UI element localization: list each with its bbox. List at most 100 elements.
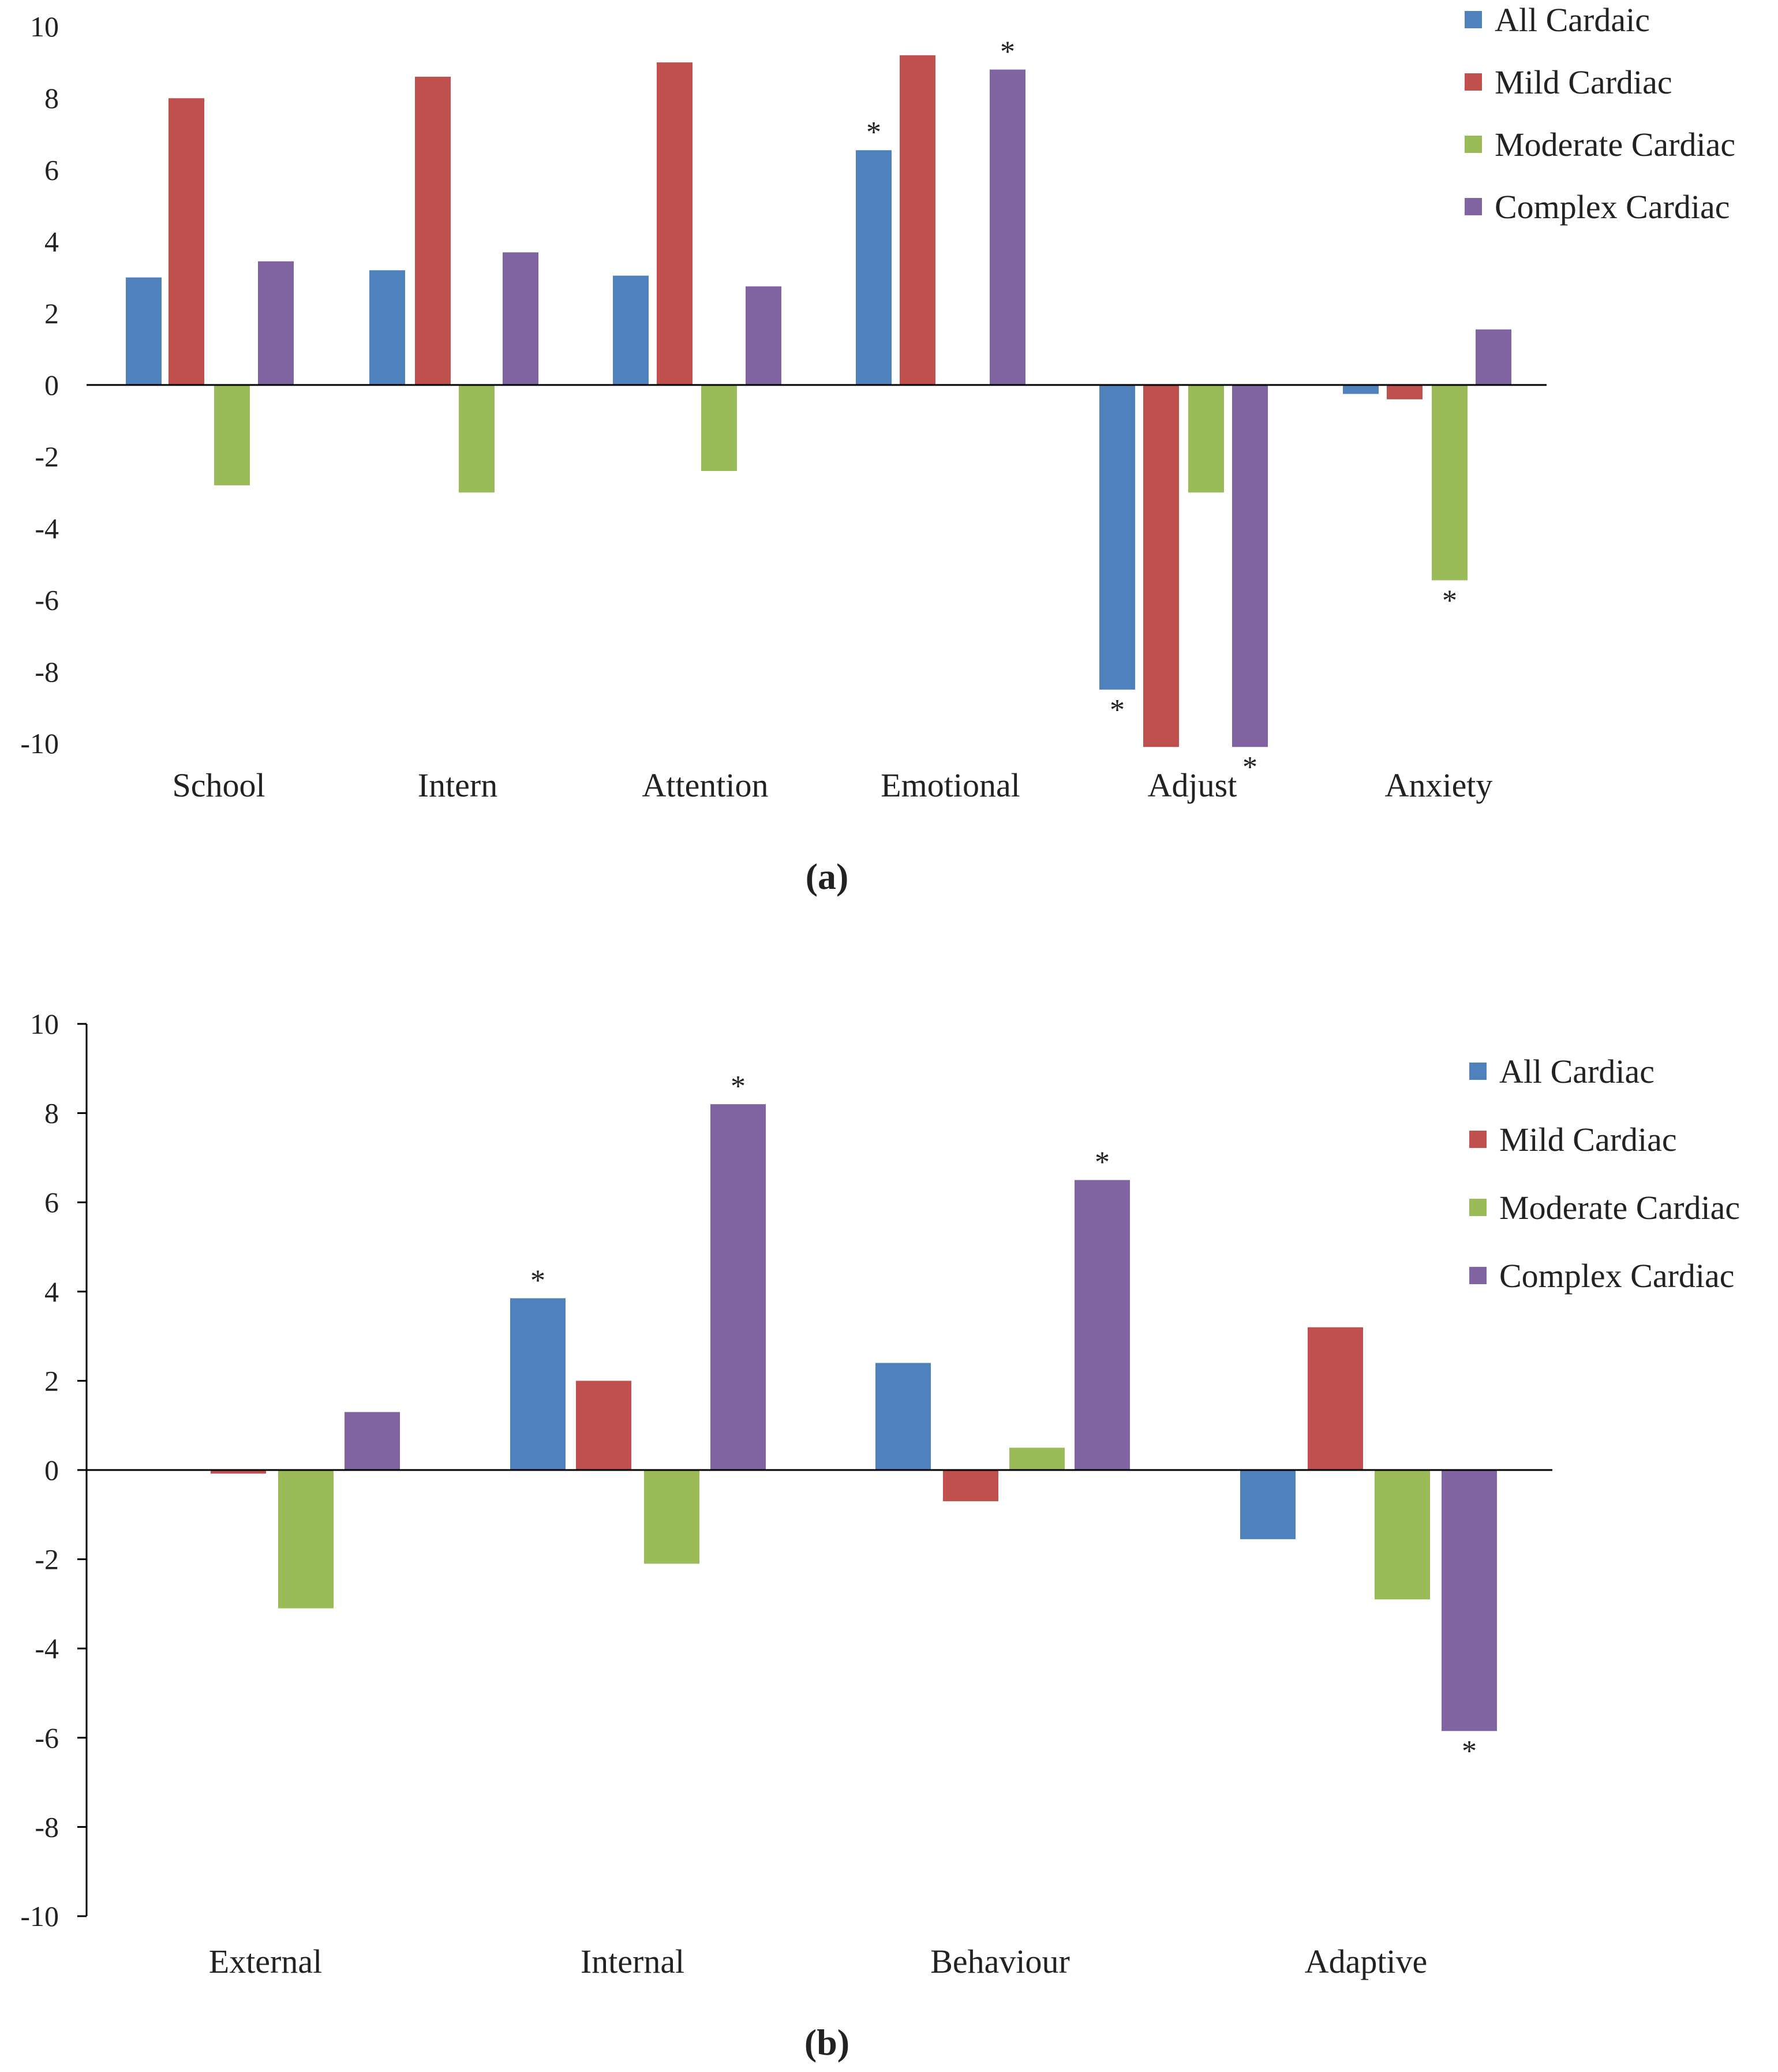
y-tick-label: 2: [44, 1364, 59, 1397]
significance-marker-adjust-complex-cardiac: *: [1242, 751, 1257, 784]
y-tick-label: 0: [44, 369, 59, 401]
bar-internal-complex-cardiac: [710, 1104, 766, 1470]
bar-external-mild-cardiac: [211, 1470, 266, 1474]
bar-emotional-complex-cardiac: [990, 69, 1025, 385]
bar-adjust-mild-cardiac: [1143, 385, 1179, 747]
bar-adjust-moderate-cardiac: [1188, 385, 1224, 493]
legend-label-all-cardaic: All Cardaic: [1495, 1, 1650, 39]
y-tick-label: -6: [35, 1722, 59, 1754]
bar-school-moderate-cardiac: [214, 385, 250, 485]
bar-anxiety-mild-cardiac: [1387, 385, 1423, 399]
category-label-attention: Attention: [642, 766, 768, 804]
bar-attention-moderate-cardiac: [701, 385, 737, 472]
y-tick-label: -6: [35, 584, 59, 616]
bar-behaviour-moderate-cardiac: [1009, 1448, 1065, 1470]
y-tick-label: -10: [20, 727, 59, 760]
bar-anxiety-all-cardaic: [1343, 385, 1379, 394]
y-tick-label: 0: [44, 1454, 59, 1486]
bar-internal-moderate-cardiac: [644, 1470, 699, 1564]
category-label-adjust: Adjust: [1148, 766, 1237, 804]
bar-adaptive-moderate-cardiac: [1375, 1470, 1430, 1600]
bar-anxiety-complex-cardiac: [1476, 329, 1511, 385]
legend-swatch-mild-cardiac: [1465, 73, 1482, 91]
bar-external-complex-cardiac: [345, 1412, 400, 1470]
category-label-internal: Internal: [581, 1943, 684, 1980]
bar-attention-mild-cardiac: [657, 62, 693, 386]
panel-label: (b): [804, 2022, 849, 2063]
bar-adaptive-mild-cardiac: [1308, 1327, 1363, 1470]
chart-panel-a: 10 8 6 4 2 0 -2 -4 -6 -8 -10 * * * * * School Intern Atten…: [20, 1, 1735, 897]
y-tick-label: -2: [35, 1543, 59, 1576]
significance-marker-behaviour-complex-cardiac: *: [1095, 1146, 1110, 1179]
category-label-external: External: [209, 1943, 322, 1980]
significance-marker-internal-complex-cardiac: *: [731, 1070, 746, 1103]
category-label-emotional: Emotional: [881, 766, 1020, 804]
y-tick-label: 6: [44, 154, 59, 186]
y-tick-label: 10: [30, 10, 59, 43]
bar-anxiety-moderate-cardiac: [1432, 385, 1468, 581]
legend-label-moderate-cardiac: Moderate Cardiac: [1499, 1189, 1740, 1226]
legend-swatch-all-cardaic: [1465, 11, 1482, 28]
y-tick-label: 4: [44, 226, 59, 258]
bar-behaviour-all-cardiac: [875, 1363, 931, 1470]
bar-emotional-mild-cardiac: [900, 55, 935, 386]
legend-label-mild-cardiac: Mild Cardiac: [1499, 1121, 1677, 1158]
y-tick-label: -8: [35, 656, 59, 688]
legend-swatch-complex-cardiac: [1465, 198, 1482, 215]
bar-intern-mild-cardiac: [415, 76, 451, 385]
category-label-school: School: [172, 766, 265, 804]
category-label-behaviour: Behaviour: [930, 1943, 1070, 1980]
y-tick-label: 6: [44, 1186, 59, 1218]
bar-intern-all-cardaic: [369, 270, 405, 385]
bar-school-all-cardaic: [126, 277, 162, 385]
bar-attention-all-cardaic: [613, 275, 649, 385]
legend-swatch-moderate-cardiac: [1469, 1199, 1487, 1216]
y-tick-label: -4: [35, 1632, 59, 1665]
y-tick-label: -8: [35, 1811, 59, 1843]
panel-label: (a): [806, 856, 849, 897]
bar-behaviour-mild-cardiac: [943, 1470, 998, 1502]
y-tick-label: -4: [35, 512, 59, 544]
significance-marker-emotional-all-cardaic: *: [866, 116, 881, 149]
y-tick-label: 8: [44, 1097, 59, 1129]
legend-swatch-all-cardiac: [1469, 1063, 1487, 1080]
legend-label-complex-cardiac: Complex Cardiac: [1495, 188, 1730, 226]
significance-marker-internal-all-cardiac: *: [530, 1264, 545, 1297]
bar-adjust-all-cardaic: [1099, 385, 1135, 690]
y-tick-label: 2: [44, 297, 59, 330]
significance-marker-anxiety-moderate-cardiac: *: [1442, 584, 1457, 617]
y-tick-label: 8: [44, 82, 59, 114]
legend-swatch-complex-cardiac: [1469, 1267, 1487, 1284]
y-tick-label: -2: [35, 440, 59, 473]
legend-label-complex-cardiac: Complex Cardiac: [1499, 1257, 1735, 1295]
bar-school-mild-cardiac: [169, 98, 204, 385]
bar-internal-mild-cardiac: [576, 1381, 631, 1470]
bar-external-moderate-cardiac: [278, 1470, 334, 1609]
legend-swatch-mild-cardiac: [1469, 1131, 1487, 1148]
bar-intern-moderate-cardiac: [459, 385, 495, 493]
significance-marker-adjust-all-cardaic: *: [1110, 694, 1125, 727]
bar-intern-complex-cardiac: [503, 252, 538, 385]
bar-emotional-all-cardaic: [856, 150, 892, 385]
legend-swatch-moderate-cardiac: [1465, 136, 1482, 153]
bar-internal-all-cardiac: [510, 1298, 566, 1470]
chart-panel-b: 10 8 6 4 2 0 -2 -4 -6 -8 -10 * * * * External Internal Be…: [20, 1008, 1740, 2063]
bar-school-complex-cardiac: [258, 261, 294, 385]
y-tick-label: -10: [20, 1900, 59, 1932]
category-label-intern: Intern: [418, 766, 498, 804]
y-tick-label: 4: [44, 1276, 59, 1308]
legend-label-moderate-cardiac: Moderate Cardiac: [1495, 126, 1735, 163]
bar-behaviour-complex-cardiac: [1075, 1180, 1130, 1470]
significance-marker-emotional-complex-cardiac: *: [1000, 36, 1015, 69]
bar-attention-complex-cardiac: [746, 286, 781, 385]
category-label-adaptive: Adaptive: [1305, 1943, 1428, 1980]
legend-label-all-cardiac: All Cardiac: [1499, 1053, 1655, 1090]
category-label-anxiety: Anxiety: [1385, 766, 1493, 804]
y-tick-label: 10: [30, 1008, 59, 1040]
bar-adaptive-complex-cardiac: [1442, 1470, 1497, 1731]
bar-adaptive-all-cardiac: [1240, 1470, 1296, 1539]
legend-label-mild-cardiac: Mild Cardiac: [1495, 63, 1672, 101]
bar-adjust-complex-cardiac: [1232, 385, 1268, 747]
significance-marker-adaptive-complex-cardiac: *: [1462, 1735, 1477, 1768]
